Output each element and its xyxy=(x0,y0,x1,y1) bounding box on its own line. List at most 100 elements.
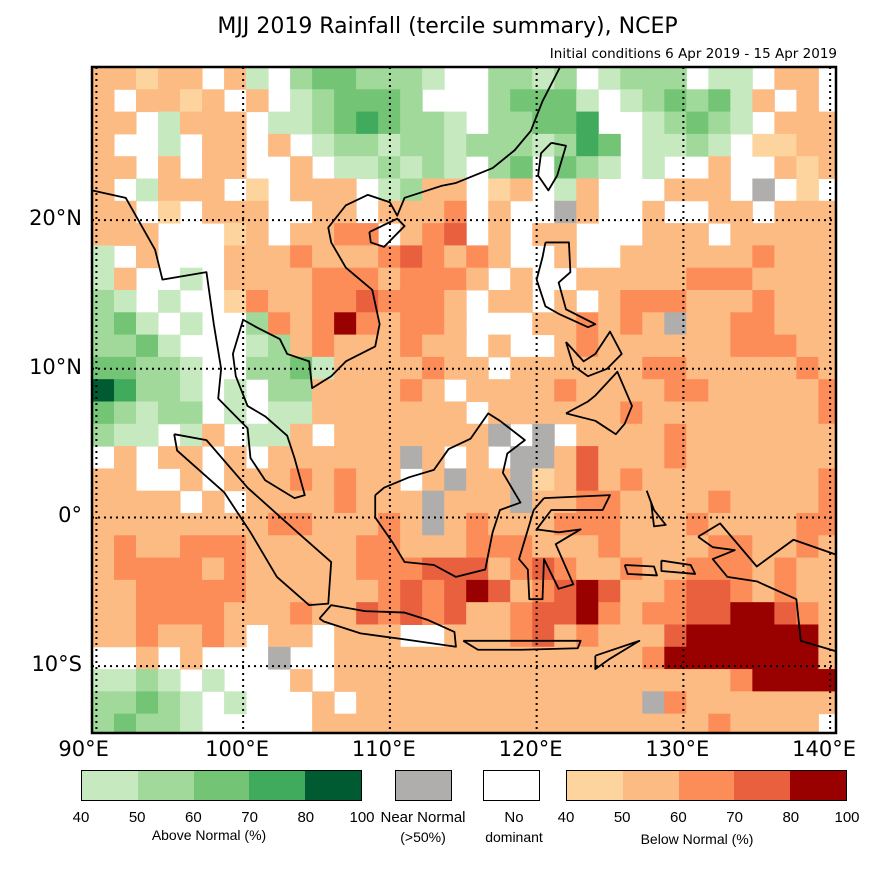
map-cell xyxy=(312,334,335,358)
map-cell xyxy=(818,312,837,336)
map-cell xyxy=(708,401,731,425)
map-cell xyxy=(422,490,445,514)
map-cell xyxy=(752,178,775,202)
map-cell xyxy=(114,557,137,581)
map-cell xyxy=(136,512,159,536)
map-cell xyxy=(708,602,731,625)
map-cell xyxy=(114,512,137,536)
map-cell xyxy=(796,223,819,246)
map-cell xyxy=(664,267,687,291)
map-cell xyxy=(378,423,401,447)
map-cell xyxy=(708,133,731,157)
map-cell xyxy=(290,289,313,313)
map-cell xyxy=(422,111,445,135)
map-cell xyxy=(774,200,797,224)
map-cell xyxy=(202,111,225,135)
map-cell xyxy=(356,67,379,90)
map-cell xyxy=(642,691,665,715)
map-cell xyxy=(356,713,379,734)
map-cell xyxy=(92,178,115,202)
map-cell xyxy=(356,245,379,269)
map-cell xyxy=(466,490,489,514)
map-cell xyxy=(224,379,247,402)
map-cell xyxy=(818,624,837,648)
map-frame xyxy=(90,65,838,735)
map-cell xyxy=(818,602,837,625)
map-cell xyxy=(752,535,775,559)
map-cell xyxy=(422,156,445,179)
colorbar-segment xyxy=(678,771,735,800)
map-cell xyxy=(642,245,665,269)
map-cell xyxy=(92,267,115,291)
map-cell xyxy=(224,133,247,157)
map-cell xyxy=(620,423,643,447)
map-cell xyxy=(136,602,159,625)
map-cell xyxy=(268,624,291,648)
map-cell xyxy=(290,401,313,425)
map-cell xyxy=(774,512,797,536)
map-cell xyxy=(730,89,753,113)
map-cell xyxy=(180,535,203,559)
map-cell xyxy=(576,646,599,670)
map-cell xyxy=(818,133,837,157)
map-cell xyxy=(510,646,533,670)
map-cell xyxy=(290,334,313,358)
map-cell xyxy=(510,111,533,135)
map-cell xyxy=(290,267,313,291)
map-cell xyxy=(510,624,533,648)
lon-tick-label: 120°E xyxy=(498,737,563,761)
map-cell xyxy=(268,133,291,157)
map-cell xyxy=(246,223,269,246)
map-cell xyxy=(356,133,379,157)
map-cell xyxy=(290,557,313,581)
above-normal-colorbar xyxy=(81,770,362,801)
map-cell xyxy=(334,512,357,536)
map-cell xyxy=(268,401,291,425)
map-cell xyxy=(686,490,709,514)
map-cell xyxy=(620,669,643,692)
map-cell xyxy=(444,111,467,135)
map-cell xyxy=(796,557,819,581)
map-cell xyxy=(334,133,357,157)
map-cell xyxy=(268,446,291,469)
map-cell xyxy=(818,156,837,179)
map-cell xyxy=(686,111,709,135)
map-cell xyxy=(488,133,511,157)
map-cell xyxy=(620,512,643,536)
map-cell xyxy=(290,669,313,692)
map-cell xyxy=(422,267,445,291)
map-cell xyxy=(796,312,819,336)
map-cell xyxy=(180,691,203,715)
map-cell xyxy=(224,602,247,625)
map-cell xyxy=(378,379,401,402)
map-cell xyxy=(730,401,753,425)
map-cell xyxy=(422,579,445,603)
map-cell xyxy=(202,602,225,625)
map-cell xyxy=(598,423,621,447)
map-cell xyxy=(576,624,599,648)
map-cell xyxy=(554,89,577,113)
map-cell xyxy=(664,423,687,447)
coastline xyxy=(537,141,567,192)
map-cell xyxy=(598,379,621,402)
map-cell xyxy=(818,379,837,402)
map-cell xyxy=(818,423,837,447)
map-cell xyxy=(752,602,775,625)
map-cell xyxy=(576,401,599,425)
map-cell xyxy=(818,267,837,291)
map-cell xyxy=(356,267,379,291)
map-cell xyxy=(334,289,357,313)
map-cell xyxy=(92,200,115,224)
map-cell xyxy=(92,223,115,246)
map-cell xyxy=(752,312,775,336)
map-cell xyxy=(796,111,819,135)
map-cell xyxy=(466,267,489,291)
map-cell xyxy=(422,312,445,336)
map-cell xyxy=(752,423,775,447)
map-cell xyxy=(312,557,335,581)
map-cell xyxy=(730,512,753,536)
map-cell xyxy=(488,67,511,90)
map-cell xyxy=(158,133,181,157)
coastline xyxy=(623,564,658,577)
map-cell xyxy=(752,713,775,734)
